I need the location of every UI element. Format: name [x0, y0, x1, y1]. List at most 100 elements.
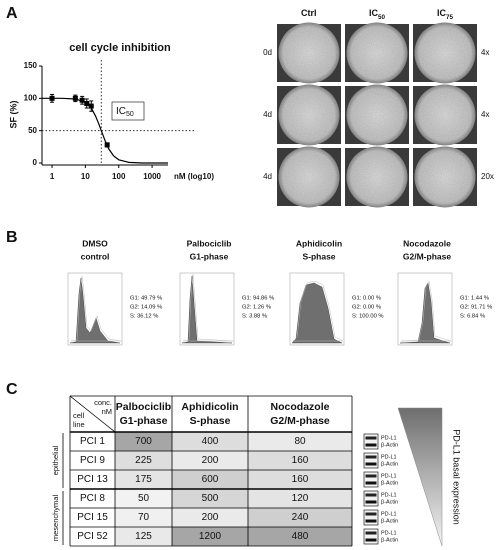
value-text: 225 [135, 455, 152, 466]
micrograph-row-label: 4d [263, 110, 272, 119]
histogram-fit [70, 275, 122, 342]
micrograph-column-label: IC50 [369, 8, 386, 20]
panel-label: C [6, 381, 18, 398]
blot-band [365, 474, 377, 478]
micrograph-column-label-main: Ctrl [301, 8, 317, 18]
annotation: IC50 [116, 106, 134, 118]
corner-label: line [73, 420, 85, 429]
blot-label: PD-L1 [381, 435, 397, 441]
value-cell [115, 508, 172, 527]
expression-wedge [397, 407, 443, 547]
blot-label: PD-L1 [381, 473, 397, 479]
data-point [88, 103, 94, 109]
blot-band [365, 436, 377, 440]
blot-band [365, 531, 377, 535]
column-header: Palbociclib [116, 401, 171, 413]
value-text: 175 [135, 474, 152, 485]
magnification-label: 4x [481, 110, 489, 119]
magnification-label: 20x [481, 172, 494, 181]
flow-stat: S: 36.12 % [130, 314, 158, 320]
x-tick-label: 1 [50, 172, 55, 181]
row-label: PCI 52 [77, 531, 108, 542]
value-cell [172, 527, 248, 546]
panel-label: B [6, 229, 18, 246]
micrograph-column-label-main: IC [437, 8, 447, 18]
micrograph-well [278, 146, 340, 208]
chart-title: cell cycle inhibition [69, 42, 171, 54]
blot-band [365, 519, 377, 523]
flow-title: S-phase [302, 251, 335, 261]
annotation-box [111, 101, 145, 121]
flow-stat: G1: 49.79 % [130, 296, 162, 302]
micrograph-column-label-sub: 75 [446, 14, 454, 21]
data-point [72, 95, 78, 101]
blot-label: β-Actin [381, 442, 398, 448]
corner-label: nM [102, 407, 112, 416]
column-header: S-phase [190, 415, 231, 427]
flow-stat: G2: 1.26 % [242, 305, 271, 311]
blot-frame [363, 452, 379, 469]
expression-label: PD-L1 basal expression [452, 429, 462, 525]
histogram-peak [69, 277, 121, 344]
value-text: 70 [138, 512, 150, 523]
blot-label: PD-L1 [381, 511, 397, 517]
corner-label: conc. [94, 398, 112, 407]
micrograph-well [346, 84, 408, 146]
value-text: 500 [202, 493, 219, 504]
value-text: 160 [292, 455, 309, 466]
y-tick-label: 50 [28, 126, 37, 135]
micrograph-well [278, 84, 340, 146]
value-text: 480 [292, 531, 309, 542]
micrograph-well [346, 146, 408, 208]
blot-label: β-Actin [381, 537, 398, 543]
blot-band [365, 455, 377, 459]
blot-band [365, 481, 377, 485]
histogram-fit [182, 273, 234, 342]
blot-label: PD-L1 [381, 530, 397, 536]
blot-label: β-Actin [381, 518, 398, 524]
value-cell [115, 527, 172, 546]
histogram-frame [179, 272, 235, 346]
annotation-main: IC [116, 106, 126, 117]
value-cell [115, 470, 172, 489]
row-label: PCI 15 [77, 512, 108, 523]
corner-diagonal [69, 395, 116, 433]
micrograph-well [346, 22, 408, 84]
blot-band [365, 500, 377, 504]
value-cell [172, 489, 248, 508]
value-text: 160 [292, 474, 309, 485]
value-text: 120 [292, 493, 309, 504]
blot-label: PD-L1 [381, 492, 397, 498]
value-text: 700 [135, 436, 152, 447]
value-cell [248, 508, 352, 527]
blot-frame [363, 490, 379, 507]
micrograph-column-label-main: IC [369, 8, 379, 18]
flow-title: G1-phase [190, 251, 229, 261]
value-text: 200 [202, 512, 219, 523]
column-header: Nocodazole [271, 401, 330, 413]
blot-label: β-Actin [381, 499, 398, 505]
blot-label: β-Actin [381, 480, 398, 486]
data-point [104, 142, 110, 148]
y-tick-label: 150 [24, 61, 38, 70]
flow-title: Aphidicolin [296, 238, 342, 248]
histogram-fit [400, 280, 452, 342]
data-point [49, 95, 55, 101]
x-tick-label: 10 [81, 172, 90, 181]
micrograph-well [414, 22, 476, 84]
value-text: 1200 [199, 531, 222, 542]
value-cell [115, 451, 172, 470]
blot-band [365, 462, 377, 466]
value-cell [115, 432, 172, 451]
value-cell [248, 489, 352, 508]
value-cell [248, 451, 352, 470]
flow-stat: G1: 0.00 % [352, 296, 381, 302]
y-tick-label: 0 [33, 158, 38, 167]
value-cell [115, 489, 172, 508]
value-cell [248, 470, 352, 489]
data-point [84, 101, 90, 107]
flow-stat: G1: 94.86 % [242, 296, 274, 302]
value-text: 240 [292, 512, 309, 523]
flow-stat: G1: 1.44 % [460, 296, 489, 302]
